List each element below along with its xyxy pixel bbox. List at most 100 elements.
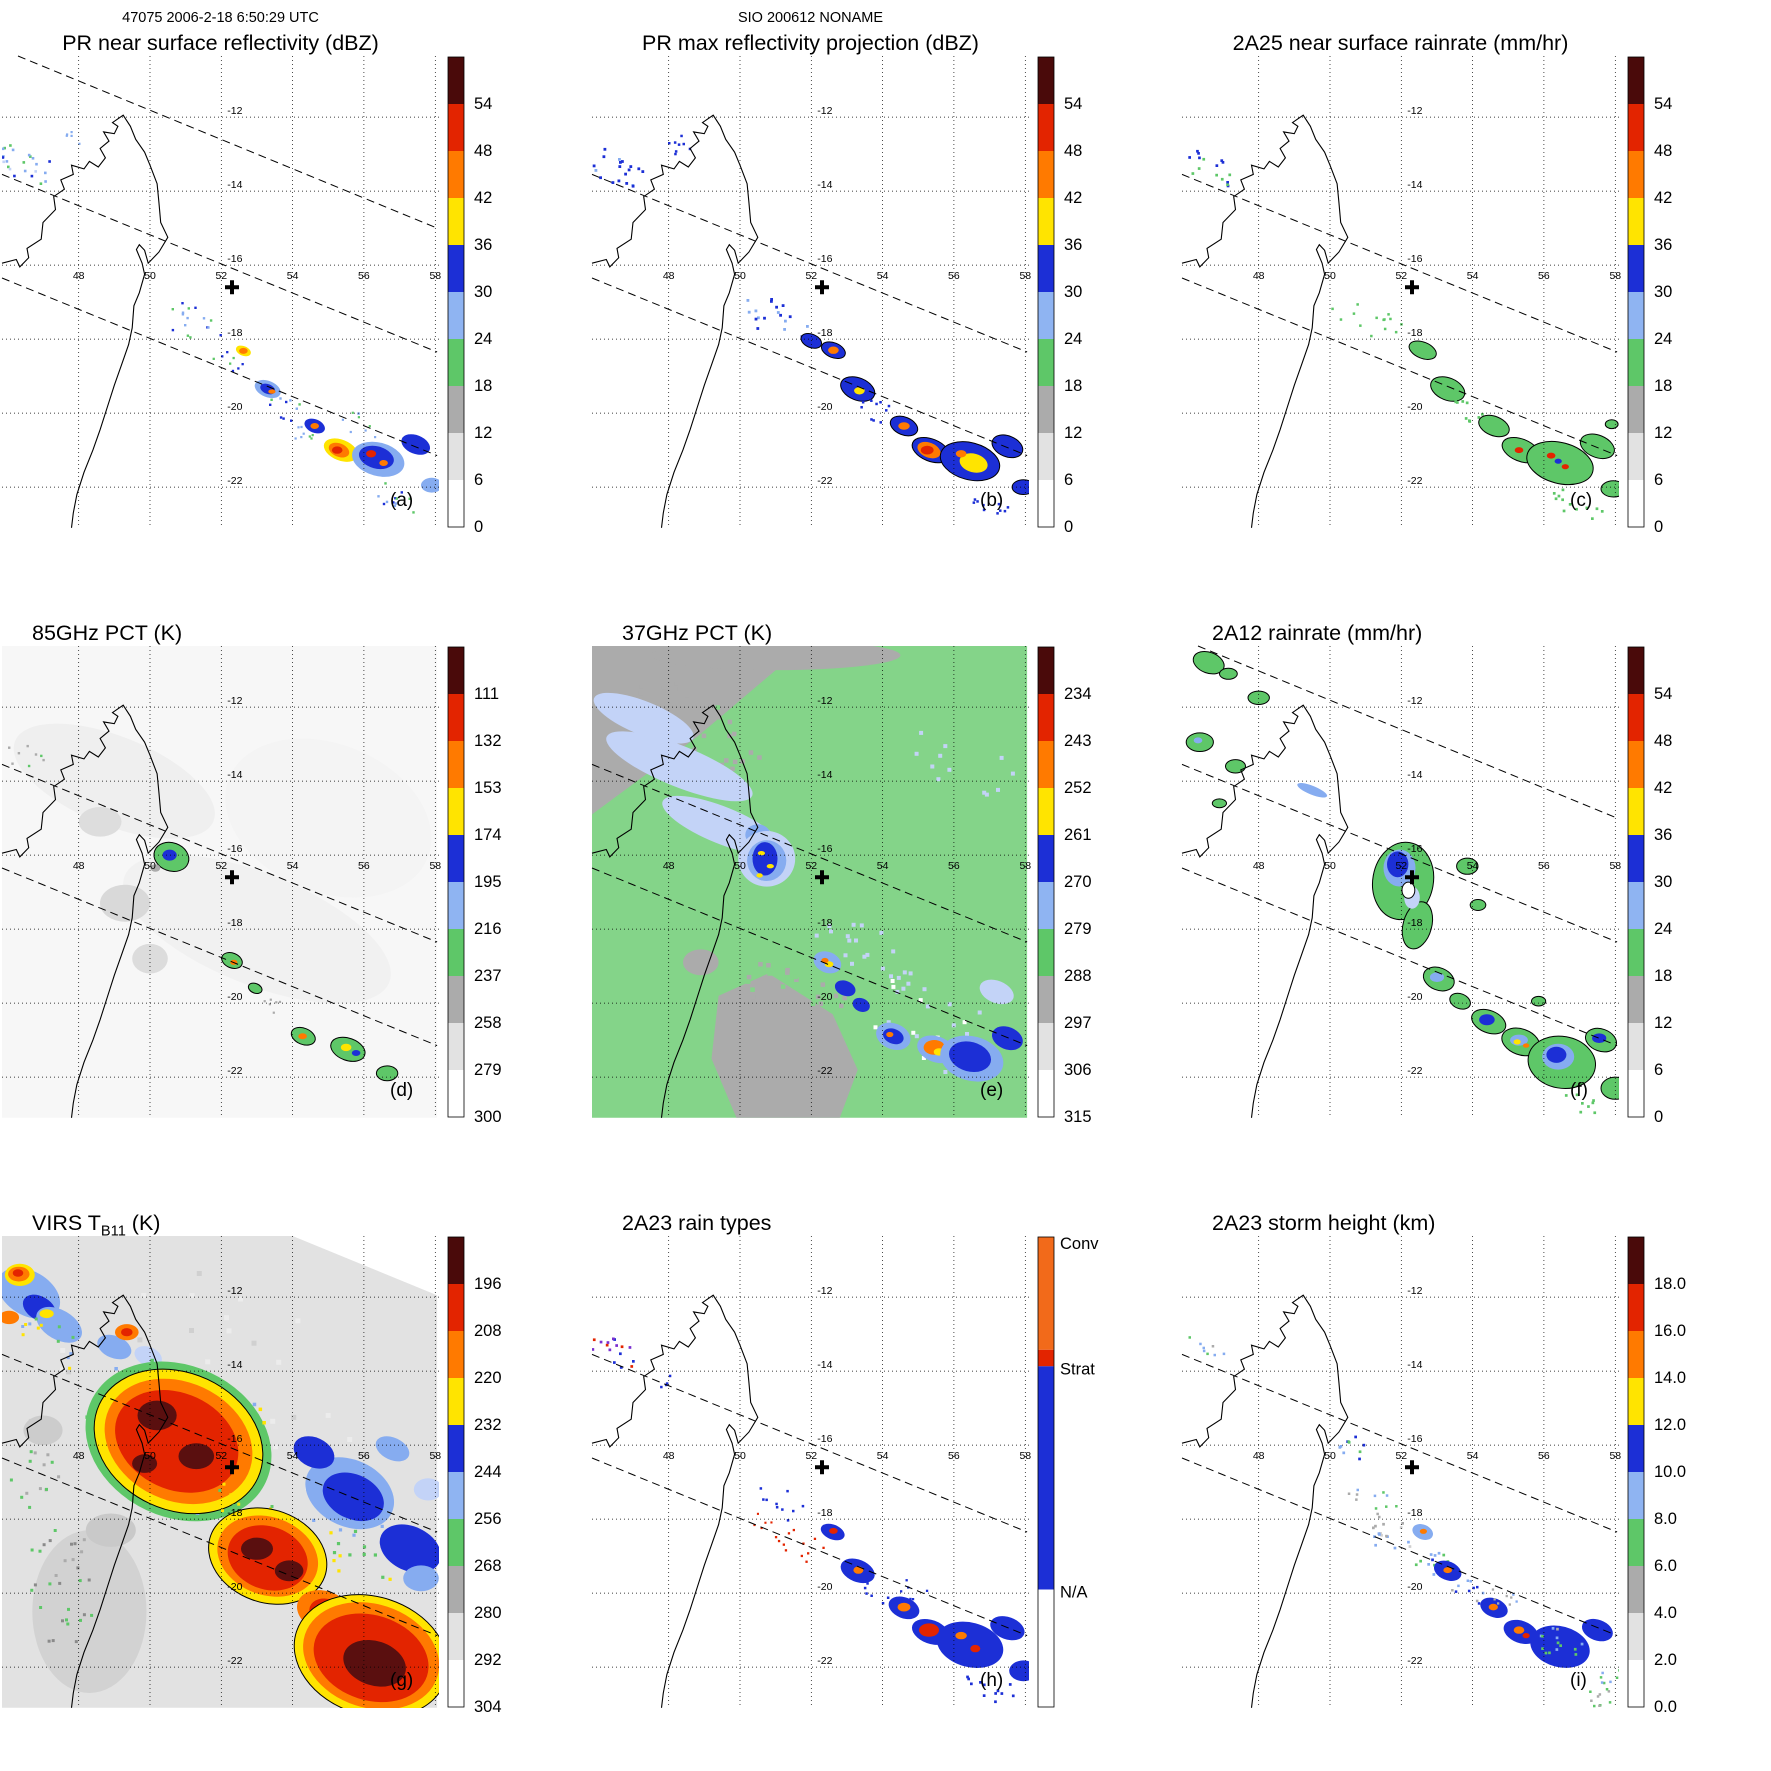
colorbar-tick: 288 bbox=[1064, 967, 1092, 985]
lon-label: 58 bbox=[429, 1450, 441, 1462]
colorbar-tick: 292 bbox=[474, 1651, 502, 1669]
panel-i: 2A23 storm height (km) 48 50 52 54 56 58 -12 -1… bbox=[1180, 1180, 1771, 1770]
lon-label: 50 bbox=[734, 270, 746, 282]
swath-edge-line bbox=[1181, 1353, 1618, 1533]
storm-center-marker bbox=[1405, 1460, 1419, 1475]
panel-h: 2A23 rain types 48 50 52 54 56 58 -12 -14 -16 -18… bbox=[590, 1180, 1180, 1770]
swath-edge-line bbox=[591, 173, 1028, 353]
colorbar-tick: 220 bbox=[474, 1369, 502, 1387]
title-text: 2A12 rainrate (mm/hr) bbox=[1212, 621, 1423, 645]
lon-label: 52 bbox=[805, 270, 817, 282]
colorbar-tick: 24 bbox=[1064, 330, 1082, 348]
panel-letter: (h) bbox=[980, 1670, 1003, 1691]
map-b: 48 50 52 54 56 58 -12 -14 -16 -18 -20 -22 (b) bbox=[591, 56, 1031, 528]
lat-label: -20 bbox=[817, 991, 832, 1003]
lat-label: -18 bbox=[227, 327, 242, 339]
swath-edge-line bbox=[1197, 645, 1618, 819]
lon-label: 56 bbox=[1538, 270, 1550, 282]
lat-label: -20 bbox=[1407, 991, 1422, 1003]
lat-label: -18 bbox=[227, 917, 242, 929]
storm-center-marker bbox=[815, 870, 829, 885]
lat-label: -20 bbox=[817, 1581, 832, 1593]
colorbar-tick: 54 bbox=[1064, 95, 1082, 113]
swath-edge-line bbox=[1, 867, 438, 1047]
lat-label: -12 bbox=[817, 695, 832, 707]
lon-label: 50 bbox=[144, 270, 156, 282]
panel-f: 2A12 rainrate (mm/hr) 48 50 52 54 56 58 -12 -14… bbox=[1180, 590, 1771, 1180]
colorbar-tick: 54 bbox=[1654, 95, 1672, 113]
colorbar-tick: 6 bbox=[1654, 471, 1663, 489]
lon-label: 54 bbox=[287, 1450, 299, 1462]
lat-label: -18 bbox=[817, 917, 832, 929]
colorbar-tick: 30 bbox=[1654, 873, 1672, 891]
lon-label: 50 bbox=[1324, 270, 1336, 282]
panel-c: 2A25 near surface rainrate (mm/hr) 48 50 5… bbox=[1180, 0, 1771, 590]
colorbar-tick: 18 bbox=[1654, 377, 1672, 395]
colorbar-a: 54 48 42 36 30 24 18 12 6 0 bbox=[447, 56, 492, 536]
lon-label: 52 bbox=[1395, 1450, 1407, 1462]
swath-edge-line bbox=[1, 1457, 438, 1637]
colorbar-g: 196 208 220 232 244 256 268 280 292 304 bbox=[447, 1236, 502, 1716]
data-layer bbox=[2, 131, 439, 514]
colorbar-tick: 24 bbox=[1654, 330, 1672, 348]
colorbar-category-label: Conv bbox=[1060, 1235, 1099, 1253]
lat-label: -12 bbox=[817, 1285, 832, 1297]
lat-label: -16 bbox=[227, 843, 242, 855]
colorbar-tick: 6 bbox=[1654, 1061, 1663, 1079]
lat-label: -22 bbox=[817, 1655, 832, 1667]
lat-label: -22 bbox=[227, 475, 242, 487]
colorbar-tick: 280 bbox=[474, 1604, 502, 1622]
title-text: 2A23 storm height (km) bbox=[1212, 1211, 1436, 1235]
coastline bbox=[591, 1294, 759, 1708]
lon-label: 56 bbox=[358, 1450, 370, 1462]
colorbar-tick: 297 bbox=[1064, 1014, 1092, 1032]
data-layer bbox=[2, 646, 438, 1118]
map-wrap-b: 48 50 52 54 56 58 -12 -14 -16 -18 -20 -22 (b) 54 48 42… bbox=[590, 56, 1180, 536]
lat-label: -16 bbox=[817, 843, 832, 855]
colorbar-tick: 42 bbox=[474, 189, 492, 207]
map-wrap-g: 48 50 52 54 56 58 -12 -14 -16 -18 -20 -22 (g) 196 208… bbox=[0, 1236, 590, 1716]
colorbar-tick: 30 bbox=[1654, 283, 1672, 301]
title-text: VIRS T bbox=[32, 1211, 101, 1235]
lat-label: -16 bbox=[1407, 253, 1422, 265]
map-f: 48 50 52 54 56 58 -12 -14 -16 -18 -20 -22 (f) bbox=[1181, 645, 1621, 1118]
colorbar-tick: 12.0 bbox=[1654, 1416, 1686, 1434]
colorbar-tick: 48 bbox=[474, 142, 492, 160]
lat-label: -20 bbox=[227, 991, 242, 1003]
coastline bbox=[591, 114, 759, 528]
lat-label: -16 bbox=[817, 1433, 832, 1445]
colorbar-tick: 153 bbox=[474, 779, 502, 797]
lon-label: 58 bbox=[429, 860, 441, 872]
map-wrap-e: 48 50 52 54 56 58 -12 -14 -16 -18 -20 -22 (e) 234 243… bbox=[590, 646, 1180, 1126]
lon-label: 54 bbox=[877, 1450, 889, 1462]
lon-label: 50 bbox=[734, 1450, 746, 1462]
lat-label: -22 bbox=[1407, 1065, 1422, 1077]
panel-title-h: 2A23 rain types bbox=[592, 1210, 1029, 1236]
colorbar-tick: 30 bbox=[1064, 283, 1082, 301]
colorbar-category-label: Strat bbox=[1060, 1360, 1095, 1378]
panel-title-f: 2A12 rainrate (mm/hr) bbox=[1182, 620, 1619, 646]
lon-label: 54 bbox=[287, 270, 299, 282]
colorbar-tick: 174 bbox=[474, 826, 502, 844]
lat-label: -18 bbox=[1407, 327, 1422, 339]
lon-label: 58 bbox=[429, 270, 441, 282]
lat-label: -20 bbox=[1407, 1581, 1422, 1593]
coastline bbox=[1181, 114, 1349, 528]
lon-label: 54 bbox=[287, 860, 299, 872]
storm-center-marker bbox=[1405, 280, 1419, 295]
lon-label: 54 bbox=[1467, 1450, 1479, 1462]
lon-label: 58 bbox=[1019, 1450, 1031, 1462]
lat-label: -18 bbox=[1407, 1507, 1422, 1519]
lon-label: 52 bbox=[805, 860, 817, 872]
map-a: 48 50 52 54 56 58 -12 -14 -16 -18 -20 -22 (a) bbox=[1, 55, 441, 528]
lon-label: 52 bbox=[1395, 270, 1407, 282]
swath-edge-line bbox=[591, 1353, 1028, 1533]
swath-edge-line bbox=[591, 1457, 1028, 1637]
colorbar-d: 111 132 153 174 195 216 237 258 279 300 bbox=[447, 646, 502, 1126]
panel-title-e: 37GHz PCT (K) bbox=[592, 620, 1029, 646]
lat-label: -20 bbox=[227, 401, 242, 413]
panel-letter: (d) bbox=[390, 1080, 413, 1101]
colorbar-tick: 36 bbox=[474, 236, 492, 254]
lat-label: -16 bbox=[227, 1433, 242, 1445]
